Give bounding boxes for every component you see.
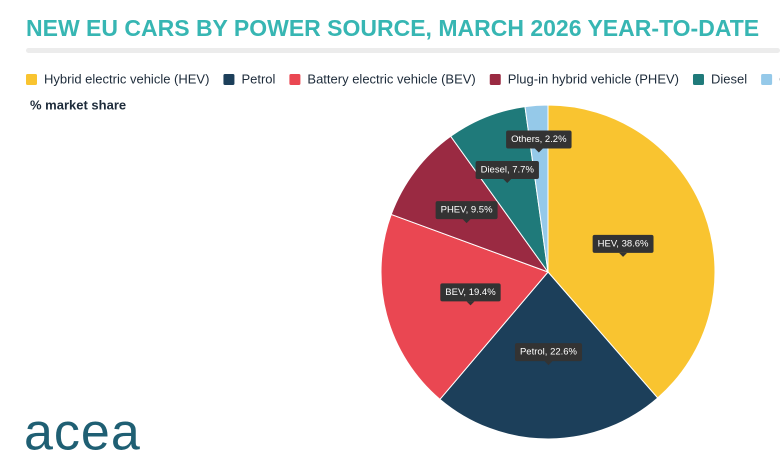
value-label: Diesel, 7.7% bbox=[475, 161, 539, 184]
label-box bbox=[435, 201, 498, 220]
legend-swatch bbox=[489, 74, 501, 85]
value-label: HEV, 38.6% bbox=[592, 234, 654, 257]
legend-swatch bbox=[26, 74, 37, 85]
value-label-text: HEV, 38.6% bbox=[598, 238, 649, 249]
value-label-text: Diesel, 7.7% bbox=[481, 165, 535, 176]
legend-swatch bbox=[223, 74, 235, 85]
value-label: Petrol, 22.6% bbox=[514, 343, 583, 366]
label-box bbox=[592, 234, 654, 253]
value-label-text: PHEV, 9.5% bbox=[441, 205, 493, 216]
value-label: Others, 2.2% bbox=[506, 130, 572, 153]
legend-label: Hybrid electric vehicle (HEV) bbox=[44, 71, 209, 86]
title-rule bbox=[26, 48, 780, 53]
label-box bbox=[514, 343, 583, 362]
label-pointer bbox=[544, 361, 553, 366]
logo: acea bbox=[24, 404, 141, 462]
label-pointer bbox=[466, 301, 475, 306]
value-label-text: BEV, 19.4% bbox=[445, 287, 496, 298]
value-label: BEV, 19.4% bbox=[440, 283, 501, 306]
legend-swatch bbox=[761, 74, 773, 85]
legend-label: Petrol bbox=[241, 71, 275, 86]
legend-swatch bbox=[289, 74, 301, 85]
legend-label: Plug-in hybrid vehicle (PHEV) bbox=[508, 71, 679, 86]
pie-slice bbox=[380, 213, 549, 401]
label-pointer bbox=[534, 148, 543, 153]
value-label-text: Others, 2.2% bbox=[511, 134, 567, 145]
legend-label: Diesel bbox=[711, 71, 747, 86]
value-label: PHEV, 9.5% bbox=[435, 201, 498, 224]
label-pointer bbox=[503, 179, 512, 184]
subtitle: % market share bbox=[30, 97, 126, 112]
legend-swatch bbox=[692, 74, 704, 85]
label-box bbox=[506, 130, 572, 149]
label-pointer bbox=[462, 219, 471, 224]
label-box bbox=[440, 283, 501, 302]
label-box bbox=[475, 161, 539, 180]
chart-title: NEW EU CARS BY POWER SOURCE, MARCH 2026 … bbox=[26, 15, 759, 41]
label-pointer bbox=[619, 252, 628, 257]
legend-label: Battery electric vehicle (BEV) bbox=[307, 71, 475, 86]
value-label-text: Petrol, 22.6% bbox=[520, 347, 578, 358]
